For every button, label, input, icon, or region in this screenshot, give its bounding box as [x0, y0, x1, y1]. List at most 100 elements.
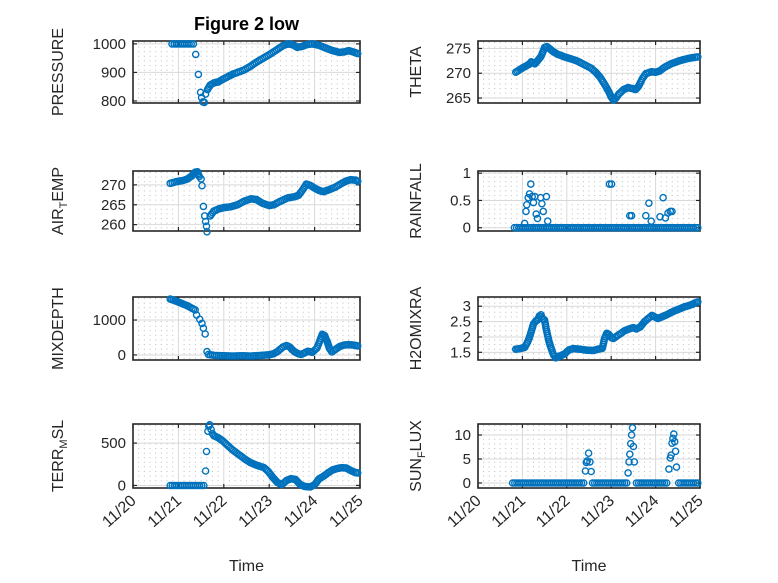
- data-point-marker: [520, 219, 529, 228]
- data-point-marker: [522, 207, 530, 216]
- data-point-marker: [630, 458, 639, 466]
- y-axis-label-h2omixra: H2OMIXRA: [408, 286, 425, 370]
- y-axis-label-rainfall: RAINFALL: [408, 163, 425, 239]
- data-point-marker: [671, 447, 680, 456]
- data-point-marker: [202, 447, 211, 456]
- y-tick-label: 500: [101, 435, 126, 452]
- x-tick-label: 11/22: [190, 492, 230, 531]
- axes-box: [132, 170, 361, 232]
- data-point-marker: [694, 53, 702, 61]
- data-points-sun-flux: [508, 423, 702, 487]
- y-tick-label: 1: [463, 165, 471, 182]
- x-tick-label: 11/24: [622, 492, 662, 531]
- y-tick-label: 265: [101, 197, 126, 214]
- data-point-marker: [626, 450, 634, 459]
- minor-grid: [138, 298, 355, 359]
- data-point-marker: [203, 347, 211, 356]
- y-tick-label: 270: [101, 177, 126, 194]
- data-point-marker: [694, 298, 702, 306]
- tick-marks: [477, 171, 701, 231]
- x-tick-label: 11/21: [489, 492, 529, 531]
- y-axis-label-pressure: PRESSURE: [50, 28, 67, 116]
- data-point-marker: [689, 223, 698, 232]
- data-point-marker: [353, 49, 362, 58]
- data-point-marker: [527, 180, 535, 188]
- subplot-h2omixra: 1.522.53 H2OMIXRA: [408, 286, 702, 370]
- axes-box: [477, 423, 701, 489]
- data-point-marker: [191, 50, 200, 59]
- y-tick-label: 900: [101, 64, 126, 81]
- data-point-marker: [201, 90, 210, 98]
- y-tick-label: 260: [101, 217, 126, 234]
- tick-marks: [477, 41, 701, 103]
- data-point-marker: [200, 98, 209, 107]
- data-point-marker: [647, 217, 656, 225]
- subplot-rainfall: 0 0.5 1 RAINFALL: [408, 163, 702, 239]
- y-tick-label: 800: [101, 93, 126, 110]
- y-tick-label: 0: [118, 347, 126, 364]
- y-tick-label: 0: [463, 220, 471, 237]
- data-point-marker: [353, 469, 362, 477]
- data-point-marker: [694, 223, 702, 232]
- data-point-marker: [627, 431, 636, 439]
- y-tick-label: 0: [463, 475, 471, 492]
- data-point-marker: [691, 223, 700, 232]
- figure-title: Figure 2 low: [194, 14, 300, 34]
- data-point-marker: [198, 181, 206, 190]
- data-point-marker: [670, 437, 679, 446]
- data-point-marker: [667, 451, 675, 460]
- data-point-marker: [205, 420, 214, 429]
- x-tick-label: 11/22: [533, 492, 573, 531]
- x-tick-label: 11/25: [326, 492, 366, 531]
- x-tick-label: 11/20: [444, 492, 484, 531]
- data-point-marker: [662, 479, 671, 487]
- data-point-marker: [625, 458, 633, 466]
- subplot-air-temp: 260 265 270 AIRTEMP: [50, 167, 362, 236]
- data-point-marker: [605, 180, 614, 188]
- subplot-theta: 265 270 275 THETA: [408, 40, 702, 107]
- data-point-marker: [689, 479, 698, 487]
- data-point-marker: [627, 211, 636, 220]
- y-tick-label: 5: [463, 451, 471, 468]
- data-point-marker: [353, 177, 362, 186]
- axes-box: [477, 296, 701, 361]
- y-axis-label-theta: THETA: [408, 46, 425, 98]
- data-points-air-temp: [166, 167, 362, 236]
- subplot-mixdepth: 0 1000 MIXDEPTH: [50, 287, 362, 370]
- data-point-marker: [642, 211, 650, 220]
- data-point-marker: [672, 463, 681, 471]
- data-point-marker: [201, 330, 209, 338]
- data-point-marker: [659, 193, 667, 202]
- major-grid: [133, 297, 360, 360]
- y-tick-label: 1.5: [450, 344, 471, 361]
- y-tick-label: 1000: [93, 36, 126, 53]
- x-axis-label: Time: [229, 558, 264, 575]
- y-tick-label: 2.5: [450, 314, 471, 331]
- y-tick-label: 10: [454, 427, 471, 444]
- data-points-pressure: [168, 40, 362, 107]
- y-tick-label: 0: [118, 477, 126, 494]
- data-point-marker: [353, 342, 362, 350]
- x-axis-label: Time: [572, 558, 607, 575]
- data-point-marker: [197, 175, 205, 183]
- x-tick-label: 11/21: [145, 492, 185, 531]
- y-axis-label-air-temp: AIRTEMP: [50, 167, 70, 235]
- data-point-marker: [586, 458, 594, 466]
- minor-grid: [483, 172, 695, 230]
- data-point-marker: [189, 40, 198, 48]
- y-axis-label-terr-msl: TERRMSL: [50, 420, 70, 492]
- data-point-marker: [622, 479, 631, 487]
- y-tick-label: 2: [463, 329, 471, 346]
- data-point-marker: [670, 430, 678, 438]
- data-points-terr-msl: [166, 420, 362, 491]
- tick-marks: [132, 171, 361, 231]
- data-point-marker: [538, 199, 546, 208]
- data-point-marker: [187, 40, 195, 48]
- y-tick-label: 1000: [93, 312, 126, 329]
- data-point-marker: [201, 217, 210, 226]
- data-point-marker: [199, 202, 208, 211]
- data-point-marker: [579, 479, 588, 487]
- axes-box: [132, 296, 361, 361]
